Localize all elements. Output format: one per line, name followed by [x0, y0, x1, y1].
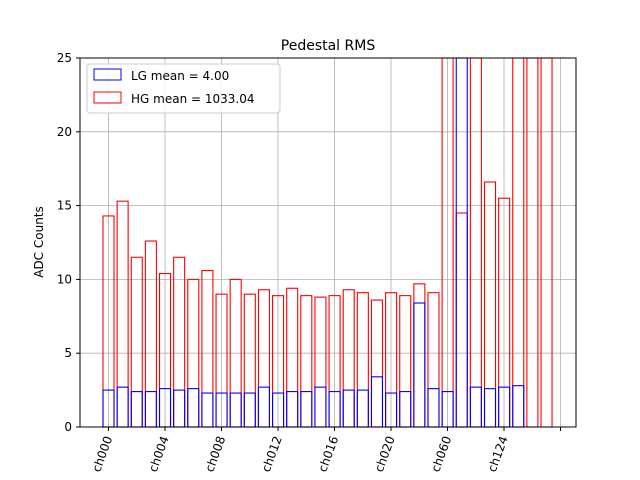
- y-tick-label: 10: [57, 272, 72, 286]
- y-axis-ticks: 0 5 10 15 20 25: [57, 51, 80, 434]
- y-tick-label: 25: [57, 51, 72, 65]
- grid-lines: [80, 57, 576, 428]
- legend-swatch-hg: [93, 91, 122, 104]
- chart-title: Pedestal RMS: [281, 38, 376, 54]
- legend-label-hg: HG mean = 1033.04: [131, 92, 254, 106]
- plot-frame: [79, 57, 577, 428]
- legend-label-lg: LG mean = 4.00: [131, 69, 229, 83]
- y-tick-label: 20: [57, 125, 72, 139]
- y-tick-label: 0: [64, 420, 72, 434]
- legend-swatch-lg: [93, 68, 122, 81]
- y-axis-label: ADC Counts: [32, 206, 46, 278]
- y-tick-label: 5: [64, 346, 72, 360]
- legend-box: [86, 63, 281, 114]
- y-tick-label: 15: [57, 199, 72, 213]
- legend: LG mean = 4.00 HG mean = 1033.04: [86, 63, 281, 114]
